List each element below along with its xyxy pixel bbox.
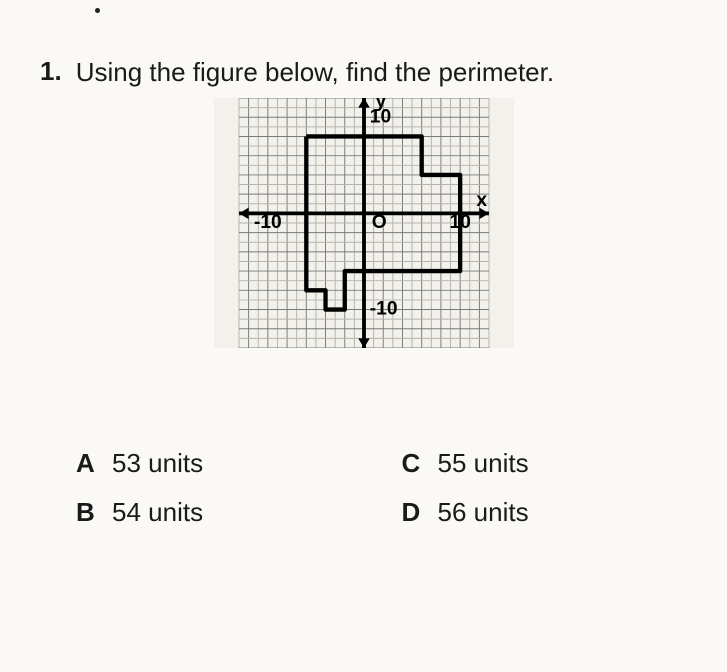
answer-letter: B (76, 497, 98, 528)
answer-text: 54 units (112, 497, 203, 528)
svg-text:-10: -10 (253, 212, 281, 233)
answer-text: 55 units (438, 448, 529, 479)
answer-letter: C (402, 448, 424, 479)
answer-letter: D (402, 497, 424, 528)
question-number: 1. (40, 56, 62, 87)
svg-text:O: O (371, 212, 386, 233)
answer-text: 53 units (112, 448, 203, 479)
question-text: Using the figure below, find the perimet… (76, 56, 554, 90)
answer-choice-c[interactable]: C 55 units (402, 448, 688, 479)
answer-text: 56 units (438, 497, 529, 528)
answer-choices: A 53 units C 55 units B 54 units D 56 un… (40, 448, 687, 528)
coordinate-grid-figure: xyO-101010-10 (214, 98, 514, 348)
answer-choice-b[interactable]: B 54 units (76, 497, 362, 528)
stray-dot (95, 8, 100, 13)
answer-choice-d[interactable]: D 56 units (402, 497, 688, 528)
svg-text:10: 10 (369, 106, 390, 127)
svg-text:10: 10 (449, 212, 470, 233)
answer-choice-a[interactable]: A 53 units (76, 448, 362, 479)
answer-letter: A (76, 448, 98, 479)
svg-text:x: x (476, 190, 487, 211)
svg-text:-10: -10 (369, 298, 397, 319)
figure-container: xyO-101010-10 (40, 98, 687, 348)
question: 1. Using the figure below, find the peri… (40, 56, 687, 90)
